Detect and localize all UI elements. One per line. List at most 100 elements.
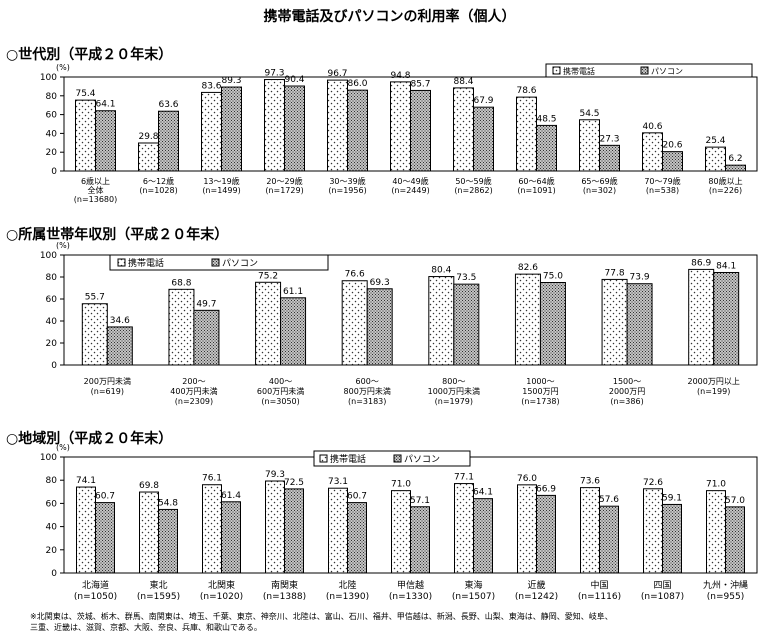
bar-mobile [579, 119, 600, 172]
data-label: 85.7 [410, 79, 430, 89]
bar-pc [284, 488, 304, 574]
bar-mobile [264, 79, 285, 172]
data-label: 90.4 [284, 75, 304, 85]
category-label: 1500～ [613, 377, 641, 386]
bar-mobile [327, 79, 348, 172]
data-label: 66.9 [536, 484, 556, 494]
bar-mobile [341, 280, 368, 366]
category-label: (n=1979) [435, 397, 473, 406]
category-label: (n=1242) [515, 592, 558, 602]
y-tick-label: 0 [51, 361, 57, 371]
category-label: 四国 [653, 580, 671, 591]
category-label: 40～49歳 [392, 176, 428, 186]
category-label: 東海 [464, 579, 482, 591]
bar-mobile [517, 484, 537, 574]
y-axis-label: (%) [56, 63, 70, 72]
legend-swatch-pc [393, 454, 402, 463]
data-label: 67.9 [473, 96, 493, 106]
legend-swatch-mobile [319, 454, 328, 463]
category-label: (n=1330) [389, 592, 432, 602]
bar-pc [453, 283, 480, 366]
data-label: 76.0 [517, 474, 537, 484]
section-title-age: ○世代別（平成２０年末） [6, 47, 173, 63]
category-label: 30～39歳 [329, 176, 365, 186]
legend-label: パソコン [222, 258, 258, 269]
category-label: (n=1499) [202, 186, 240, 195]
section-title-region: ○地域別（平成２０年末） [6, 431, 173, 447]
bar-mobile [202, 484, 222, 574]
y-tick-label: 0 [51, 167, 57, 177]
category-label: 2000万円以上 [688, 377, 740, 386]
category-label: (n=199) [697, 387, 730, 396]
bar-pc [713, 271, 740, 366]
y-tick-label: 20 [46, 339, 58, 349]
bar-mobile [601, 278, 628, 366]
bar-pc [536, 124, 557, 172]
legend-box [313, 450, 471, 467]
bar-mobile [705, 146, 726, 172]
data-label: 68.8 [171, 278, 191, 288]
category-label: 近畿 [527, 579, 545, 591]
category-label: (n=1388) [263, 592, 306, 602]
category-label: 13～19歳 [203, 176, 239, 186]
category-label: 60～64歳 [518, 176, 554, 186]
data-label: 82.6 [518, 263, 538, 273]
category-label: (n=226) [709, 186, 742, 195]
category-label: 20～29歳 [266, 176, 302, 186]
data-label: 73.1 [328, 477, 348, 487]
y-tick-label: 20 [46, 546, 58, 556]
data-label: 27.3 [599, 134, 619, 144]
category-label: 200万円未満 [84, 376, 131, 386]
legend-box [545, 63, 753, 78]
bar-pc [284, 85, 305, 172]
legend-swatch-mobile [117, 258, 126, 267]
y-tick-label: 100 [40, 251, 57, 261]
category-label: (n=1507) [452, 592, 495, 602]
category-label: (n=1390) [326, 592, 369, 602]
y-tick-label: 40 [46, 129, 58, 139]
category-label: 800万円未満 [344, 386, 391, 396]
footnote: ※北関東は、茨城、栃木、群馬、南関東は、埼玉、千葉、東京、神奈川、北陸は、富山、… [30, 611, 775, 633]
bar-pc [95, 110, 116, 172]
data-label: 76.1 [202, 474, 222, 484]
category-label: 1000万円未満 [428, 386, 480, 396]
bar-mobile [81, 303, 108, 366]
bar-pc [410, 506, 430, 574]
y-tick-label: 40 [46, 523, 58, 533]
data-label: 73.5 [456, 273, 476, 283]
data-label: 73.9 [630, 273, 650, 283]
category-label: 400～ [269, 377, 292, 386]
data-label: 54.5 [579, 109, 599, 119]
bar-mobile [255, 281, 282, 366]
y-tick-label: 20 [46, 148, 58, 158]
data-label: 64.1 [473, 488, 493, 498]
bar-pc [725, 506, 745, 574]
section-title-income: ○所属世帯年収別（平成２０年末） [6, 227, 229, 243]
data-label: 80.4 [431, 266, 451, 276]
y-tick-label: 60 [46, 499, 58, 509]
bar-mobile [139, 491, 159, 574]
bar-pc [599, 144, 620, 172]
bar-mobile [514, 273, 541, 366]
category-label: (n=2449) [391, 186, 429, 195]
category-label: (n=619) [91, 387, 124, 396]
bar-mobile [454, 483, 474, 574]
data-label: 57.1 [410, 496, 430, 506]
data-label: 60.7 [95, 492, 115, 502]
bar-mobile [390, 81, 411, 172]
bar-pc [158, 508, 178, 574]
y-tick-label: 60 [46, 295, 58, 305]
legend-swatch-pc [211, 258, 220, 267]
category-label: 南関東 [271, 579, 298, 591]
bar-pc [221, 501, 241, 574]
data-label: 60.7 [347, 492, 367, 502]
data-label: 48.5 [536, 114, 556, 124]
data-label: 74.1 [76, 476, 96, 486]
category-label: (n=2309) [175, 397, 213, 406]
category-label: (n=1956) [328, 186, 366, 195]
category-label: (n=538) [646, 186, 679, 195]
category-label: (n=1738) [521, 397, 559, 406]
data-label: 63.6 [158, 100, 178, 110]
category-label: 50～59歳 [455, 176, 491, 186]
